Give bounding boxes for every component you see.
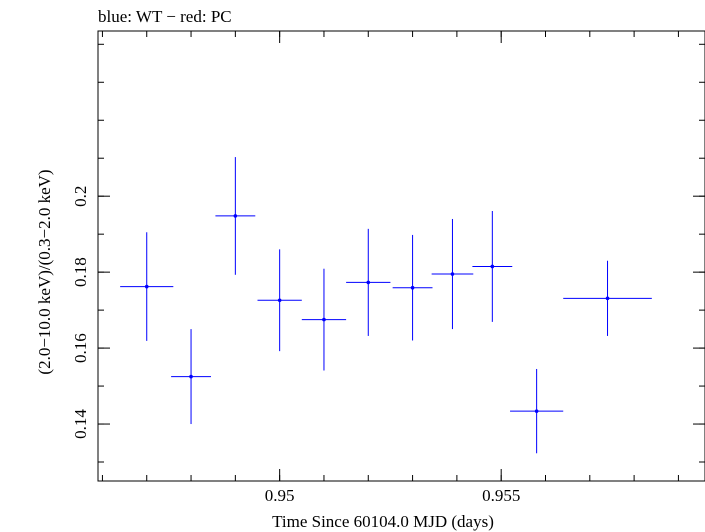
y-tick-label: 0.16 [71, 333, 90, 363]
data-point [346, 228, 391, 336]
point-marker [366, 280, 371, 285]
data-point [563, 260, 652, 336]
x-axis-label: Time Since 60104.0 MJD (days) [272, 512, 494, 531]
chart-title: blue: WT − red: PC [98, 7, 232, 26]
data-point [510, 368, 564, 454]
axes: 0.95 0.955 0.14 0.16 0.18 0.2 [71, 30, 705, 505]
y-tick-label: 0.2 [71, 186, 90, 207]
point-marker [189, 374, 193, 379]
point-marker [322, 317, 326, 322]
x-tick-label: 0.955 [482, 486, 520, 505]
data-point [171, 329, 211, 425]
point-marker [450, 272, 455, 276]
data-point [257, 249, 302, 352]
point-marker [277, 298, 282, 303]
y-axis-label: (2.0−10.0 keV)/(0.3−2.0 keV) [35, 169, 54, 374]
data-point [431, 218, 474, 330]
data-point [392, 234, 433, 341]
point-marker [534, 409, 539, 413]
y-tick-label: 0.14 [71, 409, 90, 439]
data-point [301, 268, 347, 371]
point-marker [144, 284, 149, 289]
y-tick-label: 0.18 [71, 257, 90, 287]
point-marker [605, 296, 610, 301]
point-marker [410, 285, 415, 290]
data-point [215, 157, 256, 275]
point-marker [490, 264, 495, 269]
data-point [120, 232, 174, 341]
plot-frame [97, 30, 705, 482]
data-points [120, 157, 652, 454]
point-marker [233, 214, 238, 218]
x-tick-label: 0.95 [265, 486, 295, 505]
data-point [472, 211, 513, 322]
